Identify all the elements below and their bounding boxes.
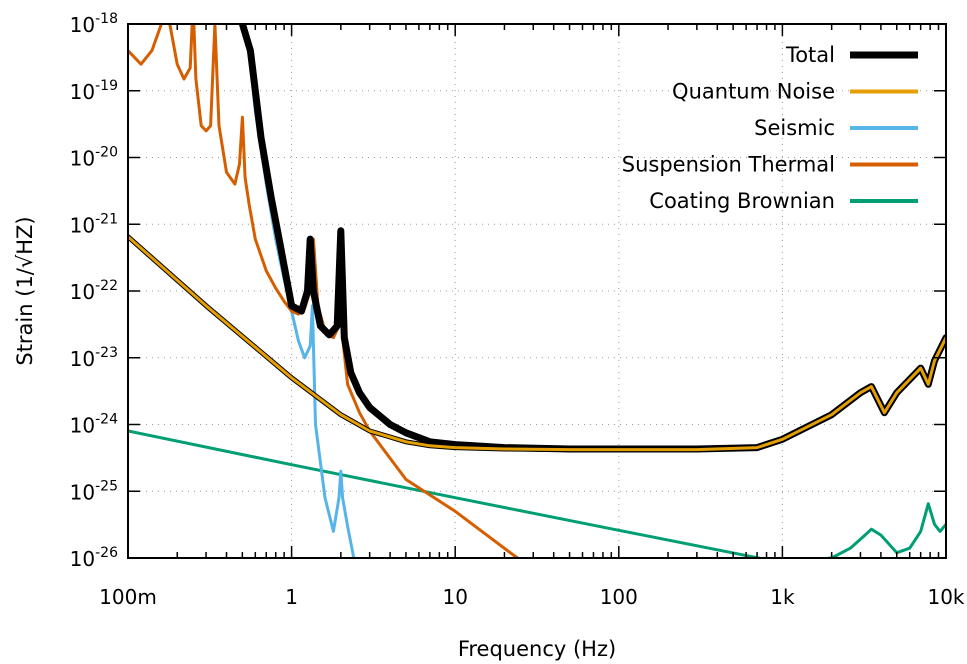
y-tick-label: 10-21	[70, 211, 118, 237]
y-tick-label: 10-18	[70, 11, 118, 37]
axis-ticks	[127, 23, 947, 559]
legend-label: Coating Brownian	[649, 189, 835, 213]
x-tick-label: 1k	[770, 585, 795, 609]
x-tick-label: 10	[442, 585, 467, 609]
y-tick-label: 10-22	[70, 278, 118, 304]
x-tick-label: 1	[285, 585, 298, 609]
y-tick-label: 10-19	[70, 78, 118, 104]
legend: Total Quantum Noise Seismic Suspension Ther…	[622, 43, 918, 213]
plot-area	[128, 24, 946, 558]
legend-label: Total	[785, 43, 835, 67]
y-tick-label: 10-25	[70, 478, 118, 504]
x-tick-labels: 100m 1 10 100 1k 10k	[99, 585, 965, 609]
x-tick-label: 10k	[927, 585, 964, 609]
x-tick-label: 100m	[99, 585, 157, 609]
grid	[128, 24, 946, 558]
y-axis-label: Strain (1/√HZ)	[13, 216, 37, 365]
x-axis-label: Frequency (Hz)	[458, 637, 616, 661]
y-tick-label: 10-26	[70, 545, 118, 571]
legend-label: Seismic	[754, 116, 835, 140]
y-tick-label: 10-24	[70, 412, 118, 438]
y-tick-label: 10-20	[70, 145, 118, 171]
y-tick-labels: 10-18 10-19 10-20 10-21 10-22 10-23 10-24 10-25…	[70, 11, 118, 571]
y-tick-label: 10-23	[70, 345, 118, 371]
legend-label: Suspension Thermal	[622, 153, 835, 177]
x-tick-label: 100	[600, 585, 638, 609]
series-line-quantum-noise	[128, 235, 946, 452]
legend-label: Quantum Noise	[672, 80, 835, 104]
series-line-coating-brownian	[128, 429, 946, 558]
